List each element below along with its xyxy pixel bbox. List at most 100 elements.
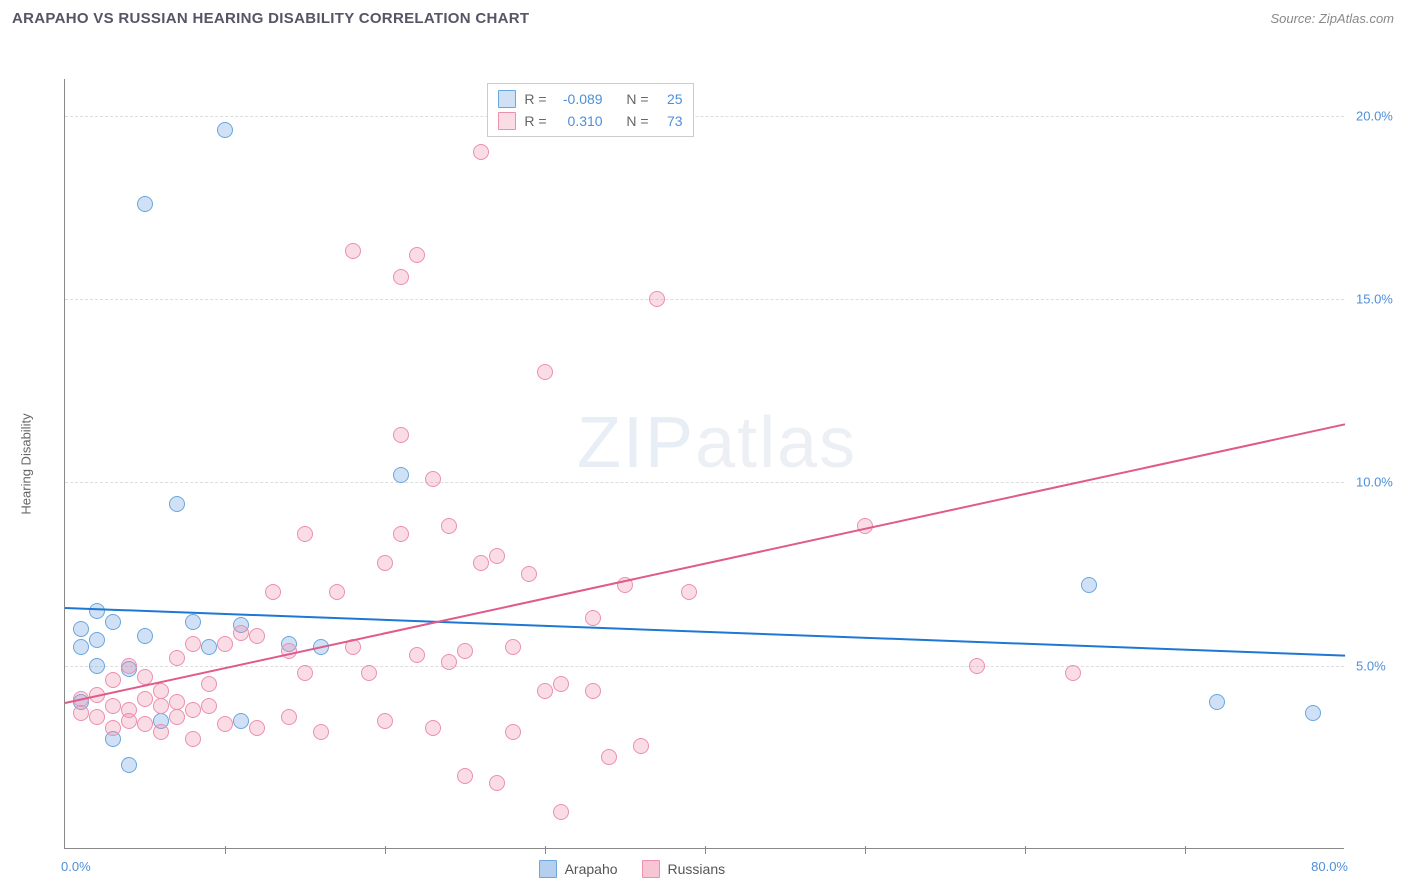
data-point <box>1209 694 1225 710</box>
data-point <box>1081 577 1097 593</box>
trend-line <box>65 424 1345 705</box>
data-point <box>489 775 505 791</box>
data-point <box>169 694 185 710</box>
data-point <box>585 683 601 699</box>
data-point <box>505 724 521 740</box>
data-point <box>409 647 425 663</box>
data-point <box>137 196 153 212</box>
data-point <box>681 584 697 600</box>
data-point <box>473 555 489 571</box>
data-point <box>441 654 457 670</box>
data-point <box>441 518 457 534</box>
data-point <box>1065 665 1081 681</box>
data-point <box>409 247 425 263</box>
data-point <box>105 698 121 714</box>
gridline <box>65 299 1344 300</box>
data-point <box>377 713 393 729</box>
data-point <box>169 650 185 666</box>
data-point <box>505 639 521 655</box>
data-point <box>73 621 89 637</box>
stats-legend: R = -0.089 N = 25R = 0.310 N = 73 <box>487 83 693 137</box>
data-point <box>185 636 201 652</box>
legend-item: Arapaho <box>539 860 618 878</box>
data-point <box>249 628 265 644</box>
x-tick <box>545 846 546 854</box>
x-tick-label: 80.0% <box>1311 859 1348 874</box>
data-point <box>89 632 105 648</box>
x-tick <box>1025 846 1026 854</box>
gridline <box>65 482 1344 483</box>
data-point <box>297 665 313 681</box>
data-point <box>185 614 201 630</box>
data-point <box>633 738 649 754</box>
data-point <box>537 683 553 699</box>
data-point <box>553 804 569 820</box>
data-point <box>601 749 617 765</box>
x-tick <box>705 846 706 854</box>
data-point <box>185 702 201 718</box>
y-tick-label: 5.0% <box>1346 658 1386 673</box>
data-point <box>233 713 249 729</box>
x-tick <box>865 846 866 854</box>
data-point <box>393 427 409 443</box>
data-point <box>153 698 169 714</box>
data-point <box>457 768 473 784</box>
data-point <box>265 584 281 600</box>
data-point <box>121 702 137 718</box>
data-point <box>201 698 217 714</box>
data-point <box>1305 705 1321 721</box>
data-point <box>425 720 441 736</box>
data-point <box>201 676 217 692</box>
data-point <box>297 526 313 542</box>
x-tick <box>1185 846 1186 854</box>
data-point <box>457 643 473 659</box>
data-point <box>217 122 233 138</box>
data-point <box>249 720 265 736</box>
data-point <box>377 555 393 571</box>
data-point <box>217 716 233 732</box>
data-point <box>281 709 297 725</box>
data-point <box>153 683 169 699</box>
data-point <box>393 269 409 285</box>
data-point <box>393 526 409 542</box>
x-tick <box>385 846 386 854</box>
data-point <box>425 471 441 487</box>
data-point <box>329 584 345 600</box>
data-point <box>649 291 665 307</box>
data-point <box>137 628 153 644</box>
legend-item: Russians <box>642 860 726 878</box>
data-point <box>153 724 169 740</box>
data-point <box>73 705 89 721</box>
data-point <box>185 731 201 747</box>
data-point <box>89 603 105 619</box>
data-point <box>345 243 361 259</box>
data-point <box>89 709 105 725</box>
data-point <box>121 757 137 773</box>
data-point <box>73 639 89 655</box>
plot-area: ZIPatlas 5.0%10.0%15.0%20.0%0.0%80.0%R =… <box>64 79 1344 849</box>
series-legend: Arapaho Russians <box>539 860 726 878</box>
data-point <box>473 144 489 160</box>
data-point <box>969 658 985 674</box>
y-tick-label: 20.0% <box>1346 108 1393 123</box>
data-point <box>105 720 121 736</box>
data-point <box>585 610 601 626</box>
data-point <box>217 636 233 652</box>
data-point <box>105 614 121 630</box>
data-point <box>313 724 329 740</box>
x-tick <box>225 846 226 854</box>
data-point <box>169 496 185 512</box>
data-point <box>393 467 409 483</box>
data-point <box>537 364 553 380</box>
data-point <box>121 658 137 674</box>
chart-title: ARAPAHO VS RUSSIAN HEARING DISABILITY CO… <box>12 10 529 27</box>
gridline <box>65 666 1344 667</box>
watermark: ZIPatlas <box>577 402 857 484</box>
data-point <box>233 625 249 641</box>
y-tick-label: 15.0% <box>1346 292 1393 307</box>
data-point <box>361 665 377 681</box>
data-point <box>137 691 153 707</box>
data-point <box>553 676 569 692</box>
source-attribution: Source: ZipAtlas.com <box>1270 11 1394 26</box>
data-point <box>489 548 505 564</box>
